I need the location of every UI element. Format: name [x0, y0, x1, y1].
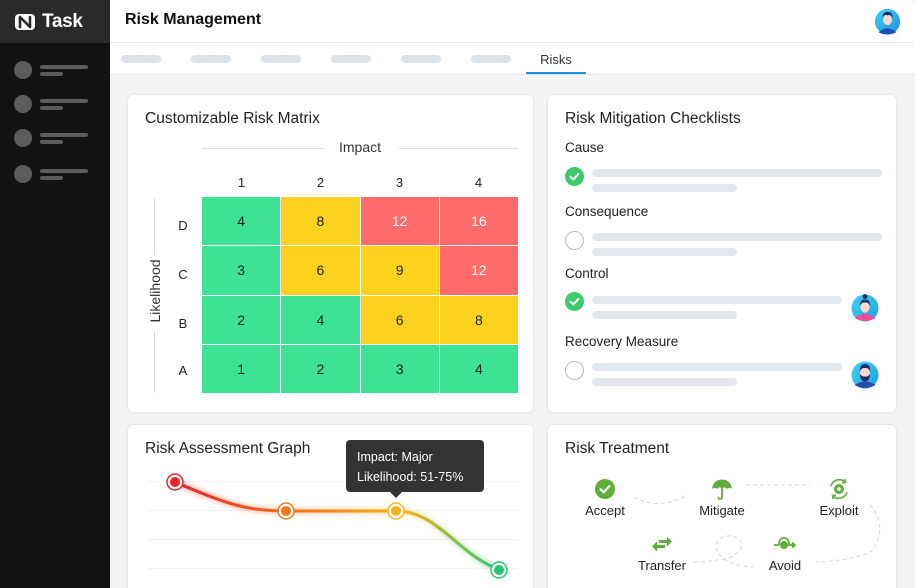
tab-placeholder-2[interactable] [191, 55, 231, 63]
treatment-transfer[interactable]: Transfer [622, 532, 702, 573]
treatment-label: Mitigate [699, 503, 745, 518]
impact-col-2: 2 [316, 175, 325, 190]
checked-circle-icon[interactable] [565, 292, 584, 311]
matrix-cell[interactable]: 9 [360, 246, 439, 295]
sidebar-item-1[interactable] [14, 61, 94, 79]
impact-col-4: 4 [474, 175, 483, 190]
treatment-label: Exploit [819, 503, 859, 518]
sidebar-item-icon [14, 95, 32, 113]
graph-point-3[interactable] [387, 502, 405, 520]
sidebar-item-4[interactable] [14, 165, 94, 183]
risk-assessment-graph-card: Risk Assessment Graph Impact: Major Like… [127, 424, 534, 588]
matrix-cell[interactable]: 4 [439, 344, 518, 393]
swap-arrows-icon [652, 536, 672, 552]
check-circle-icon [595, 479, 615, 499]
checklists-title: Risk Mitigation Checklists [565, 110, 741, 127]
checklist-section-cause: Cause [565, 140, 605, 155]
treatment-title: Risk Treatment [565, 440, 670, 457]
checked-circle-icon[interactable] [565, 167, 584, 186]
checklist-section-recovery-measure: Recovery Measure [565, 334, 679, 349]
treatment-label: Transfer [638, 558, 686, 573]
graph-point-2[interactable] [277, 502, 295, 520]
sidebar-item-3[interactable] [14, 129, 94, 147]
risk-trend-line [166, 473, 508, 579]
risk-matrix-title: Customizable Risk Matrix [145, 110, 320, 127]
tab-risks[interactable]: Risks [526, 43, 586, 74]
matrix-cell[interactable]: 16 [439, 197, 518, 246]
impact-axis-header: Impact [202, 139, 518, 157]
assessment-graph-title: Risk Assessment Graph [145, 440, 311, 457]
avoid-arrow-icon [774, 537, 797, 549]
risk-matrix-grid: 4 8 12 16 3 6 9 12 2 4 6 8 1 2 3 4 [202, 197, 518, 393]
matrix-cell[interactable]: 3 [360, 344, 439, 393]
treatment-mitigate[interactable]: Mitigate [682, 477, 762, 518]
checklist-section-control: Control [565, 266, 609, 281]
header: Risk Management [110, 0, 915, 43]
treatment-label: Avoid [768, 558, 802, 573]
risk-treatment-card: Risk Treatment Accept Mitigate Exploit T… [547, 424, 897, 588]
matrix-cell[interactable]: 4 [281, 295, 360, 344]
likelihood-row-a: A [178, 363, 188, 378]
page-title: Risk Management [125, 11, 262, 28]
gear-cycle-icon [830, 478, 848, 500]
risk-matrix-card: Customizable Risk Matrix Impact 1 2 3 4 … [127, 94, 534, 413]
matrix-cell[interactable]: 12 [360, 197, 439, 246]
tab-placeholder-3[interactable] [261, 55, 301, 63]
sidebar-item-icon [14, 61, 32, 79]
treatment-label: Accept [585, 503, 625, 518]
tab-placeholder-1[interactable] [121, 55, 161, 63]
matrix-cell[interactable]: 2 [202, 295, 281, 344]
likelihood-row-d: D [178, 218, 188, 233]
brand[interactable]: Task [0, 0, 110, 43]
user-avatar[interactable] [874, 8, 901, 35]
tab-placeholder-4[interactable] [331, 55, 371, 63]
tooltip-likelihood: Likelihood: 51-75% [357, 470, 464, 484]
n-logo-icon [15, 13, 35, 30]
matrix-cell[interactable]: 1 [202, 344, 281, 393]
impact-axis-label: Impact [338, 139, 381, 155]
sidebar-item-2[interactable] [14, 95, 94, 113]
unchecked-circle-icon[interactable] [565, 361, 584, 380]
matrix-cell[interactable]: 6 [360, 295, 439, 344]
bearded-male-avatar[interactable] [850, 359, 880, 389]
matrix-cell[interactable]: 12 [439, 246, 518, 295]
tab-bar: Risks [110, 43, 915, 75]
checklist-section-consequence: Consequence [565, 204, 649, 219]
matrix-cell[interactable]: 2 [281, 344, 360, 393]
risk-mitigation-checklists-card: Risk Mitigation Checklists Cause Consequ… [547, 94, 897, 413]
umbrella-icon [712, 479, 732, 500]
matrix-cell[interactable]: 8 [439, 295, 518, 344]
tooltip-impact: Impact: Major [357, 450, 433, 464]
impact-col-3: 3 [395, 175, 404, 190]
matrix-cell[interactable]: 3 [202, 246, 281, 295]
matrix-cell[interactable]: 4 [202, 197, 281, 246]
tab-placeholder-5[interactable] [401, 55, 441, 63]
matrix-cell[interactable]: 8 [281, 197, 360, 246]
likelihood-row-c: C [178, 267, 188, 282]
sidebar-item-icon [14, 129, 32, 147]
graph-point-4[interactable] [490, 561, 508, 579]
graph-point-1[interactable] [166, 473, 184, 491]
app-name: Task [42, 10, 83, 32]
female-avatar[interactable] [850, 292, 880, 322]
likelihood-row-b: B [178, 316, 188, 331]
sidebar: Task [0, 0, 110, 588]
matrix-cell[interactable]: 6 [281, 246, 360, 295]
tab-placeholder-6[interactable] [471, 55, 511, 63]
treatment-exploit[interactable]: Exploit [799, 477, 879, 518]
treatment-flow-dashed-path [633, 484, 881, 568]
likelihood-axis-label: Likelihood [147, 259, 163, 323]
sidebar-item-icon [14, 165, 32, 183]
impact-col-1: 1 [237, 175, 246, 190]
treatment-accept[interactable]: Accept [565, 477, 645, 518]
treatment-avoid[interactable]: Avoid [745, 532, 825, 573]
unchecked-circle-icon[interactable] [565, 231, 584, 250]
graph-tooltip: Impact: Major Likelihood: 51-75% [346, 440, 484, 498]
